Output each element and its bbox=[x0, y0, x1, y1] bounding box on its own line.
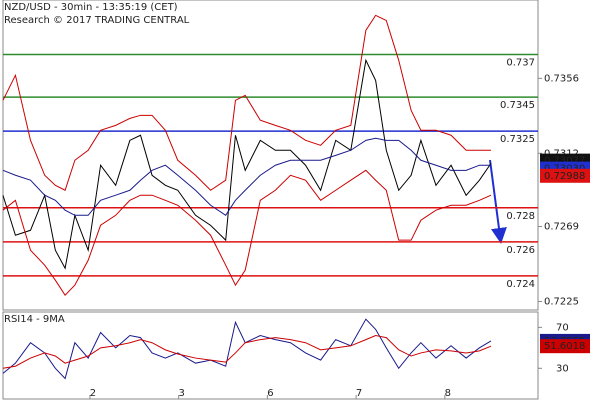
y-tick-label: 0.7269 bbox=[544, 222, 579, 233]
last-value-label: 0.72988 bbox=[544, 171, 585, 182]
forecast-arrow bbox=[489, 159, 507, 244]
rsi-line bbox=[2, 335, 492, 369]
level-label: 0.726 bbox=[506, 245, 535, 256]
level-label: 0.728 bbox=[506, 211, 535, 222]
x-tick-label: 7 bbox=[356, 388, 362, 399]
price-line bbox=[2, 58, 492, 270]
x-tick-label: 6 bbox=[267, 388, 273, 399]
x-tick-label: 2 bbox=[90, 388, 96, 399]
y-tick-label: 0.7225 bbox=[544, 296, 579, 307]
price-pane bbox=[2, 0, 539, 311]
rsi-pane bbox=[2, 311, 539, 400]
rsi-line bbox=[2, 318, 492, 380]
rsi-title: RSI14 - 9MA bbox=[4, 314, 65, 325]
chart-subtitle: Research © 2017 TRADING CENTRAL bbox=[4, 15, 190, 26]
last-value-box bbox=[540, 168, 590, 183]
x-tick-label: 3 bbox=[178, 388, 184, 399]
rsi-tick-label: 30 bbox=[556, 363, 569, 374]
x-tick-label: 8 bbox=[445, 388, 451, 399]
rsi-tick-label: 70 bbox=[556, 322, 569, 333]
price-line bbox=[2, 169, 492, 296]
chart-title: NZD/USD - 30min - 13:35:19 (CET) bbox=[4, 2, 178, 13]
last-value-label: 0.73077 bbox=[544, 156, 585, 167]
level-label: 0.724 bbox=[506, 279, 535, 290]
level-label: 0.7325 bbox=[500, 134, 535, 145]
last-value-box bbox=[540, 339, 590, 354]
level-label: 0.7345 bbox=[500, 100, 535, 111]
price-line bbox=[2, 137, 491, 216]
price-line bbox=[2, 14, 491, 191]
level-label: 0.737 bbox=[506, 58, 535, 69]
y-tick-label: 0.7356 bbox=[544, 73, 579, 84]
last-value-label: 51.6018 bbox=[544, 341, 585, 352]
